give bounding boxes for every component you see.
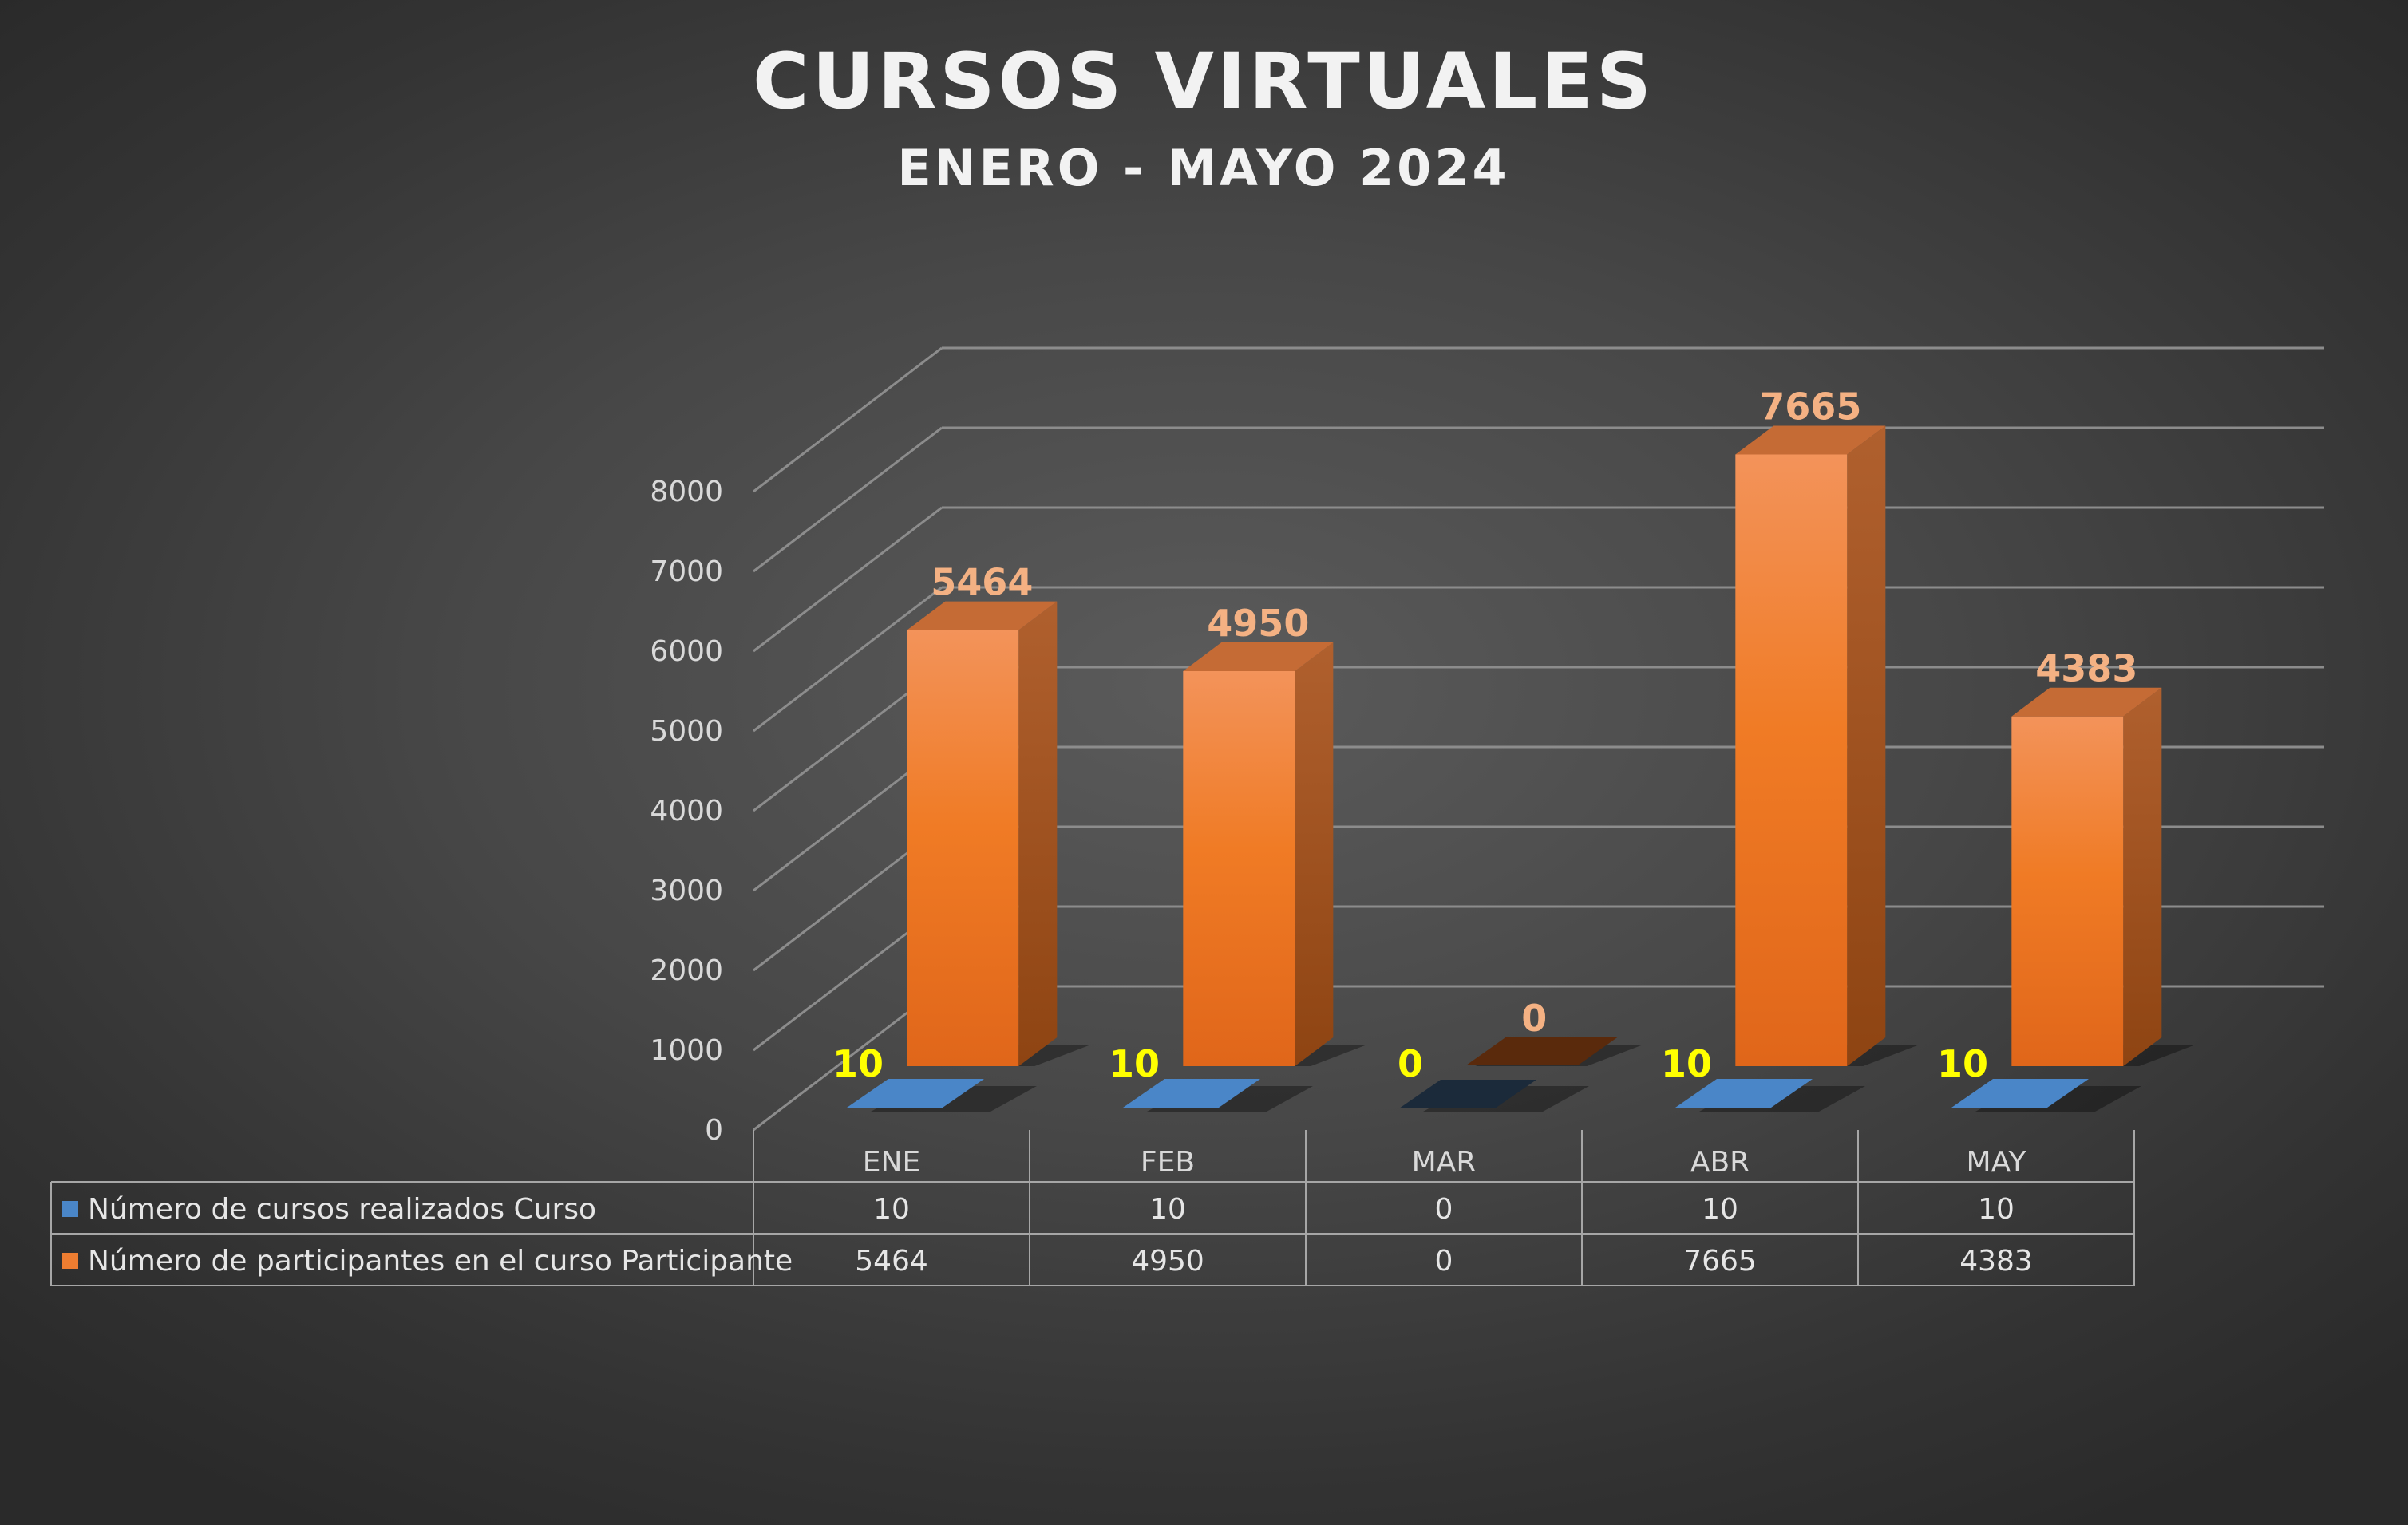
data-table: ENE FEB MAR ABR MAY Número de cursos realizad… — [50, 1130, 2135, 1286]
x-category-label: ENE — [863, 1146, 920, 1179]
participants-data-label: 4950 — [1207, 602, 1309, 645]
participants-data-label: 0 — [1521, 997, 1547, 1040]
gridline-depth — [753, 346, 943, 493]
gridline-depth — [753, 426, 943, 573]
participants-bar-front — [2011, 716, 2124, 1066]
y-tick-label: 7000 — [650, 555, 723, 588]
courses-bar — [847, 1079, 984, 1108]
x-category-label: MAY — [1967, 1146, 2027, 1179]
table-cell: 10 — [1978, 1193, 2015, 1226]
courses-data-label: 10 — [1109, 1042, 1160, 1085]
participants-bar-top — [2011, 687, 2162, 717]
participants-bar-top — [1735, 425, 1886, 455]
courses-bar — [1951, 1079, 2089, 1108]
participants-bar-top — [907, 601, 1058, 630]
courses-data-label: 10 — [1937, 1042, 1988, 1085]
table-cell: 10 — [1149, 1193, 1186, 1226]
courses-data-label: 10 — [1661, 1042, 1712, 1085]
table-cell: 0 — [1435, 1245, 1453, 1278]
y-tick-label: 5000 — [650, 715, 723, 748]
x-category-label: FEB — [1141, 1146, 1195, 1179]
y-axis: 0 1000 2000 3000 4000 5000 6000 7000 8000 — [650, 476, 723, 1147]
participants-bar-front — [1735, 454, 1848, 1066]
gridline-depth — [753, 586, 943, 733]
participants-bar-zero — [1467, 1037, 1618, 1065]
y-tick-label: 4000 — [650, 795, 723, 828]
courses-data-label: 10 — [832, 1042, 884, 1085]
table-cell: 10 — [1702, 1193, 1738, 1226]
participants-data-label: 7665 — [1759, 385, 1861, 429]
x-category-label: ABR — [1690, 1146, 1750, 1179]
table-cell: 0 — [1435, 1193, 1453, 1226]
x-category-label: MAR — [1412, 1146, 1477, 1179]
gridline-depth — [753, 506, 943, 653]
participants-data-label: 4383 — [2035, 647, 2137, 690]
gridlines — [753, 346, 2324, 1178]
courses-data-label: 0 — [1398, 1042, 1423, 1085]
legend-swatch — [62, 1253, 78, 1269]
participants-bar-side — [2123, 687, 2162, 1066]
y-tick-label: 8000 — [650, 476, 723, 508]
participants-bar-side — [1295, 642, 1334, 1066]
chart-title: CURSOS VIRTUALES — [753, 37, 1655, 126]
y-tick-label: 1000 — [650, 1034, 723, 1067]
chart-subtitle: ENERO - MAYO 2024 — [897, 139, 1509, 197]
table-cell: 5464 — [855, 1245, 928, 1278]
participants-bar-side — [1018, 601, 1058, 1066]
table-cell: 10 — [873, 1193, 910, 1226]
participants-bar-top — [1183, 642, 1334, 671]
participants-data-label: 5464 — [931, 561, 1033, 604]
legend-label: Número de cursos realizados Curso — [88, 1193, 596, 1226]
courses-bar — [1123, 1079, 1260, 1108]
participants-bar-front — [907, 630, 1019, 1066]
legend-label: Número de participantes en el curso Part… — [88, 1245, 793, 1278]
courses-bar — [1399, 1080, 1536, 1108]
legend-swatch — [62, 1201, 78, 1217]
y-tick-label: 2000 — [650, 954, 723, 987]
y-tick-label: 0 — [705, 1114, 723, 1147]
table-cell: 7665 — [1683, 1245, 1757, 1278]
courses-bar — [1675, 1079, 1813, 1108]
y-tick-label: 3000 — [650, 875, 723, 907]
participants-bar-front — [1183, 671, 1295, 1066]
bars: 5464 10 4950 10 0 0 7665 10 4383 10 — [832, 385, 2194, 1112]
table-cell: 4383 — [1959, 1245, 2033, 1278]
y-tick-label: 6000 — [650, 635, 723, 668]
participants-bar-side — [1847, 425, 1886, 1066]
table-cell: 4950 — [1131, 1245, 1204, 1278]
